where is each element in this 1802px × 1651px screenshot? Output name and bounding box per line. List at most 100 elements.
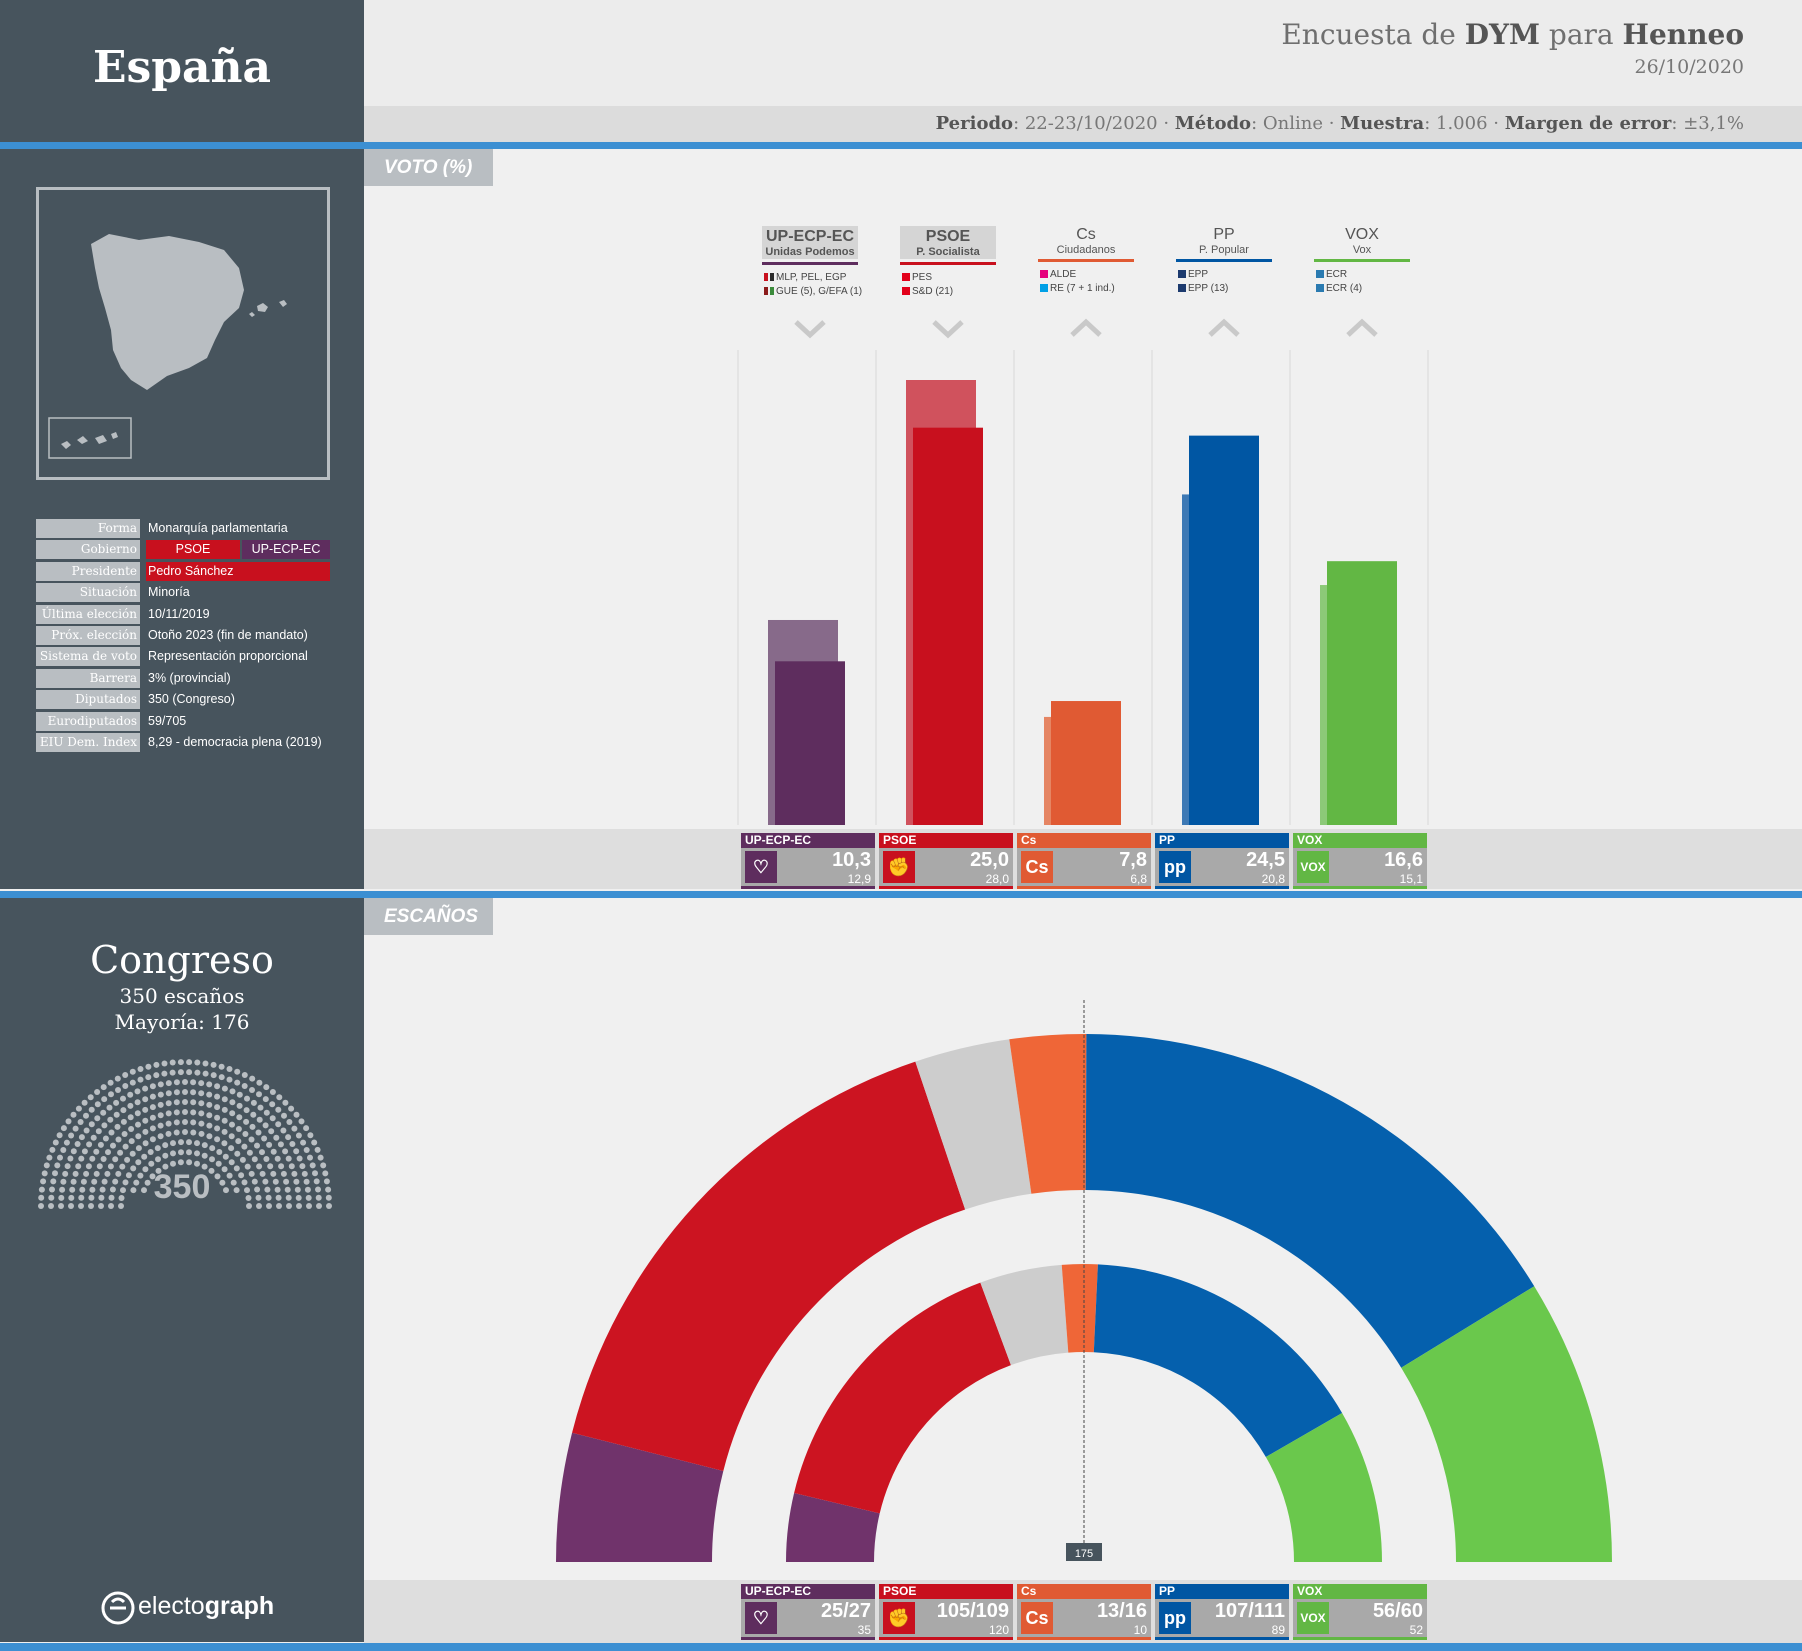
party-logo-icon: VOX <box>1297 851 1329 883</box>
seat-arc-min <box>794 1282 1011 1514</box>
info-row: Presidente Pedro Sánchez <box>36 561 330 581</box>
metodo-label: Método <box>1174 113 1252 134</box>
trend-down-icon <box>794 320 826 339</box>
result-party-abbr: UP-ECP-EC <box>741 1584 875 1599</box>
bar-poll-estimate <box>1189 435 1259 825</box>
party-header: VOX Vox ECR ECR (4) <box>1314 226 1410 296</box>
seat-arc-min <box>1061 1264 1098 1353</box>
bar-poll-estimate <box>913 427 983 825</box>
vote-section-tag: VOTO (%) <box>364 149 493 186</box>
info-value: Otoño 2023 (fin de mandato) <box>148 628 308 642</box>
group-label: ECR (4) <box>1326 283 1363 294</box>
info-value: Representación proporcional <box>148 649 308 664</box>
result-previous-value: 35 <box>857 1623 871 1637</box>
periodo-label: Periodo <box>935 113 1014 134</box>
result-bottom-line <box>741 886 875 889</box>
party-result-box: PP pp 107/111 89 <box>1155 1584 1289 1640</box>
group-swatch-icon <box>764 287 768 295</box>
seat-arc-min <box>1093 1264 1343 1457</box>
bar-poll-estimate <box>1051 701 1121 825</box>
result-value: 105/109 <box>936 1600 1009 1622</box>
trend-down-icon <box>932 320 964 339</box>
group-label: PES <box>912 272 933 283</box>
congreso-seats-label: 350 escaños <box>119 984 245 1008</box>
result-value: 13/16 <box>1096 1600 1147 1622</box>
electograph-logo-icon <box>100 1590 140 1630</box>
party-logo-icon: Cs <box>1021 1602 1053 1634</box>
group-swatch-icon <box>770 287 774 295</box>
result-value: 24,5 <box>1246 849 1285 871</box>
government-party-chip: PSOE <box>146 540 240 560</box>
party-groups: PES S&D (21) <box>900 271 996 299</box>
info-value: 8,29 - democracia plena (2019) <box>148 735 322 749</box>
result-body: VOX 56/60 52 <box>1293 1599 1427 1637</box>
party-logo-icon: ♡ <box>745 851 777 883</box>
result-value: 10,3 <box>832 849 871 871</box>
majority-marker: 175 <box>1075 1548 1093 1560</box>
brand-suffix: graph <box>204 1592 275 1620</box>
client: Henneo <box>1622 18 1744 51</box>
group-swatch-icon <box>1316 270 1324 278</box>
party-result-box: VOX VOX 16,6 15,1 <box>1293 833 1427 889</box>
party-header: PSOE P. Socialista PES S&D (21) <box>900 226 996 299</box>
party-abbr: PSOE <box>925 228 971 245</box>
brand-prefix: electo <box>138 1592 205 1620</box>
result-body: ✊ 105/109 120 <box>879 1599 1013 1637</box>
info-row: Sistema de voto Representación proporcion… <box>36 647 330 667</box>
periodo-value: 22-23/10/2020 <box>1024 113 1158 134</box>
seat-arc-max <box>1401 1286 1612 1562</box>
result-previous-value: 12,9 <box>847 872 871 886</box>
sidebar-country-info: Forma Monarquía parlamentaria Gobierno PSOE… <box>0 149 364 889</box>
congreso-title: Congreso <box>90 938 274 982</box>
result-party-abbr: VOX <box>1293 1584 1427 1599</box>
muestra-value: 1.006 <box>1436 113 1488 134</box>
info-value: 3% (provincial) <box>148 670 231 685</box>
party-result-box: PSOE ✊ 105/109 120 <box>879 1584 1013 1640</box>
divider-top <box>0 142 1802 149</box>
result-value: 25/27 <box>820 1600 871 1622</box>
result-bottom-line <box>1293 1637 1427 1640</box>
divider-mid <box>0 891 1802 898</box>
margen-label: Margen de error <box>1504 113 1672 134</box>
party-abbr: VOX <box>1345 226 1379 243</box>
result-party-abbr: VOX <box>1293 833 1427 848</box>
group-swatch-icon <box>1316 284 1324 292</box>
party-group-row: ECR <box>1316 268 1410 282</box>
seat-arc-max <box>1009 1034 1087 1194</box>
party-logo-icon: ✊ <box>883 1602 915 1634</box>
party-header-box: PSOE P. Socialista <box>900 226 996 259</box>
group-swatch-icon <box>1040 284 1048 292</box>
electograph-brand: electograph <box>138 1592 274 1621</box>
bar-poll-estimate <box>1327 561 1397 825</box>
result-value: 16,6 <box>1384 849 1423 871</box>
result-previous-value: 89 <box>1271 1623 1285 1637</box>
seats-hemicycle-chart: 175 <box>556 1000 1612 1562</box>
seat-arc-min <box>980 1264 1069 1366</box>
result-body: ♡ 25/27 35 <box>741 1599 875 1637</box>
group-swatch-icon <box>764 273 768 281</box>
congreso-majority-label: Mayoría: 176 <box>114 1010 250 1034</box>
result-bottom-line <box>879 1637 1013 1640</box>
result-party-abbr: PSOE <box>879 1584 1013 1599</box>
group-label: EPP <box>1188 269 1209 280</box>
info-row: Última elección 10/11/2019 <box>36 604 330 624</box>
info-key: EIU Dem. Index <box>36 733 140 752</box>
info-row: Barrera 3% (provincial) <box>36 668 330 688</box>
group-swatch-icon <box>1178 284 1186 292</box>
result-bottom-line <box>741 1637 875 1640</box>
info-value: Minoría <box>148 585 190 600</box>
result-value: 7,8 <box>1119 849 1147 871</box>
result-bottom-line <box>1155 886 1289 889</box>
info-row: Diputados 350 (Congreso) <box>36 690 330 710</box>
poll-mid: para <box>1548 18 1614 51</box>
poll-title: Encuesta de DYM para Henneo <box>1281 18 1744 51</box>
trend-up-icon <box>1208 318 1240 337</box>
party-header-box: VOX Vox <box>1314 226 1410 256</box>
metodo-value: Online <box>1262 113 1323 134</box>
seat-arc-max <box>1085 1034 1535 1368</box>
party-result-box: PP pp 24,5 20,8 <box>1155 833 1289 889</box>
info-key: Sistema de voto <box>36 647 140 667</box>
party-abbr: PP <box>1213 226 1235 243</box>
party-logo-icon: VOX <box>1297 1602 1329 1634</box>
party-name: Vox <box>1352 244 1372 256</box>
